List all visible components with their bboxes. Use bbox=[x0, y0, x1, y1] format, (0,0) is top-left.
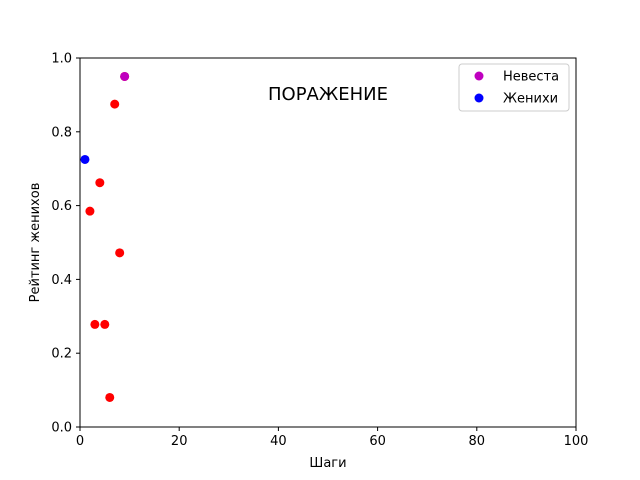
groom-point bbox=[90, 319, 100, 329]
y-tick-label: 0.4 bbox=[51, 273, 72, 288]
y-tick-label: 0.6 bbox=[51, 199, 72, 214]
axis-ticks: 0 20 40 60 80 100 0.0 0.2 0.4 0.6 0.8 1.0 bbox=[51, 52, 588, 450]
plot-frame bbox=[79, 57, 577, 428]
x-tick-label: 80 bbox=[469, 434, 486, 449]
legend-label-grooms: Женихи bbox=[503, 92, 558, 107]
x-tick-label: 100 bbox=[564, 434, 589, 449]
groom-point bbox=[105, 392, 115, 402]
plot-area bbox=[80, 58, 576, 427]
legend-box bbox=[458, 63, 570, 112]
y-tick-label: 0.2 bbox=[51, 347, 72, 362]
y-axis-label: Рейтинг женихов bbox=[28, 183, 43, 303]
data-points bbox=[80, 71, 130, 402]
groom-point bbox=[95, 178, 105, 188]
x-axis-label: Шаги bbox=[309, 456, 346, 471]
legend-label-bride: Невеста bbox=[503, 70, 559, 85]
y-tick-label: 1.0 bbox=[51, 52, 72, 67]
x-tick-label: 20 bbox=[171, 434, 188, 449]
groom-point-current bbox=[80, 154, 90, 164]
y-tick-label: 0.8 bbox=[51, 125, 72, 140]
x-tick-label: 40 bbox=[270, 434, 287, 449]
groom-point bbox=[85, 206, 95, 216]
x-tick-label: 60 bbox=[369, 434, 386, 449]
groom-point bbox=[115, 248, 125, 258]
groom-point bbox=[100, 319, 110, 329]
x-tick-label: 0 bbox=[76, 434, 84, 449]
legend-marker-grooms bbox=[474, 93, 484, 103]
status-annotation: ПОРАЖЕНИЕ bbox=[268, 84, 388, 105]
legend: Невеста Женихи bbox=[458, 63, 570, 112]
groom-point bbox=[110, 99, 120, 109]
y-tick-label: 0.0 bbox=[51, 421, 72, 436]
legend-marker-bride bbox=[474, 71, 484, 81]
bride-point bbox=[120, 71, 130, 81]
